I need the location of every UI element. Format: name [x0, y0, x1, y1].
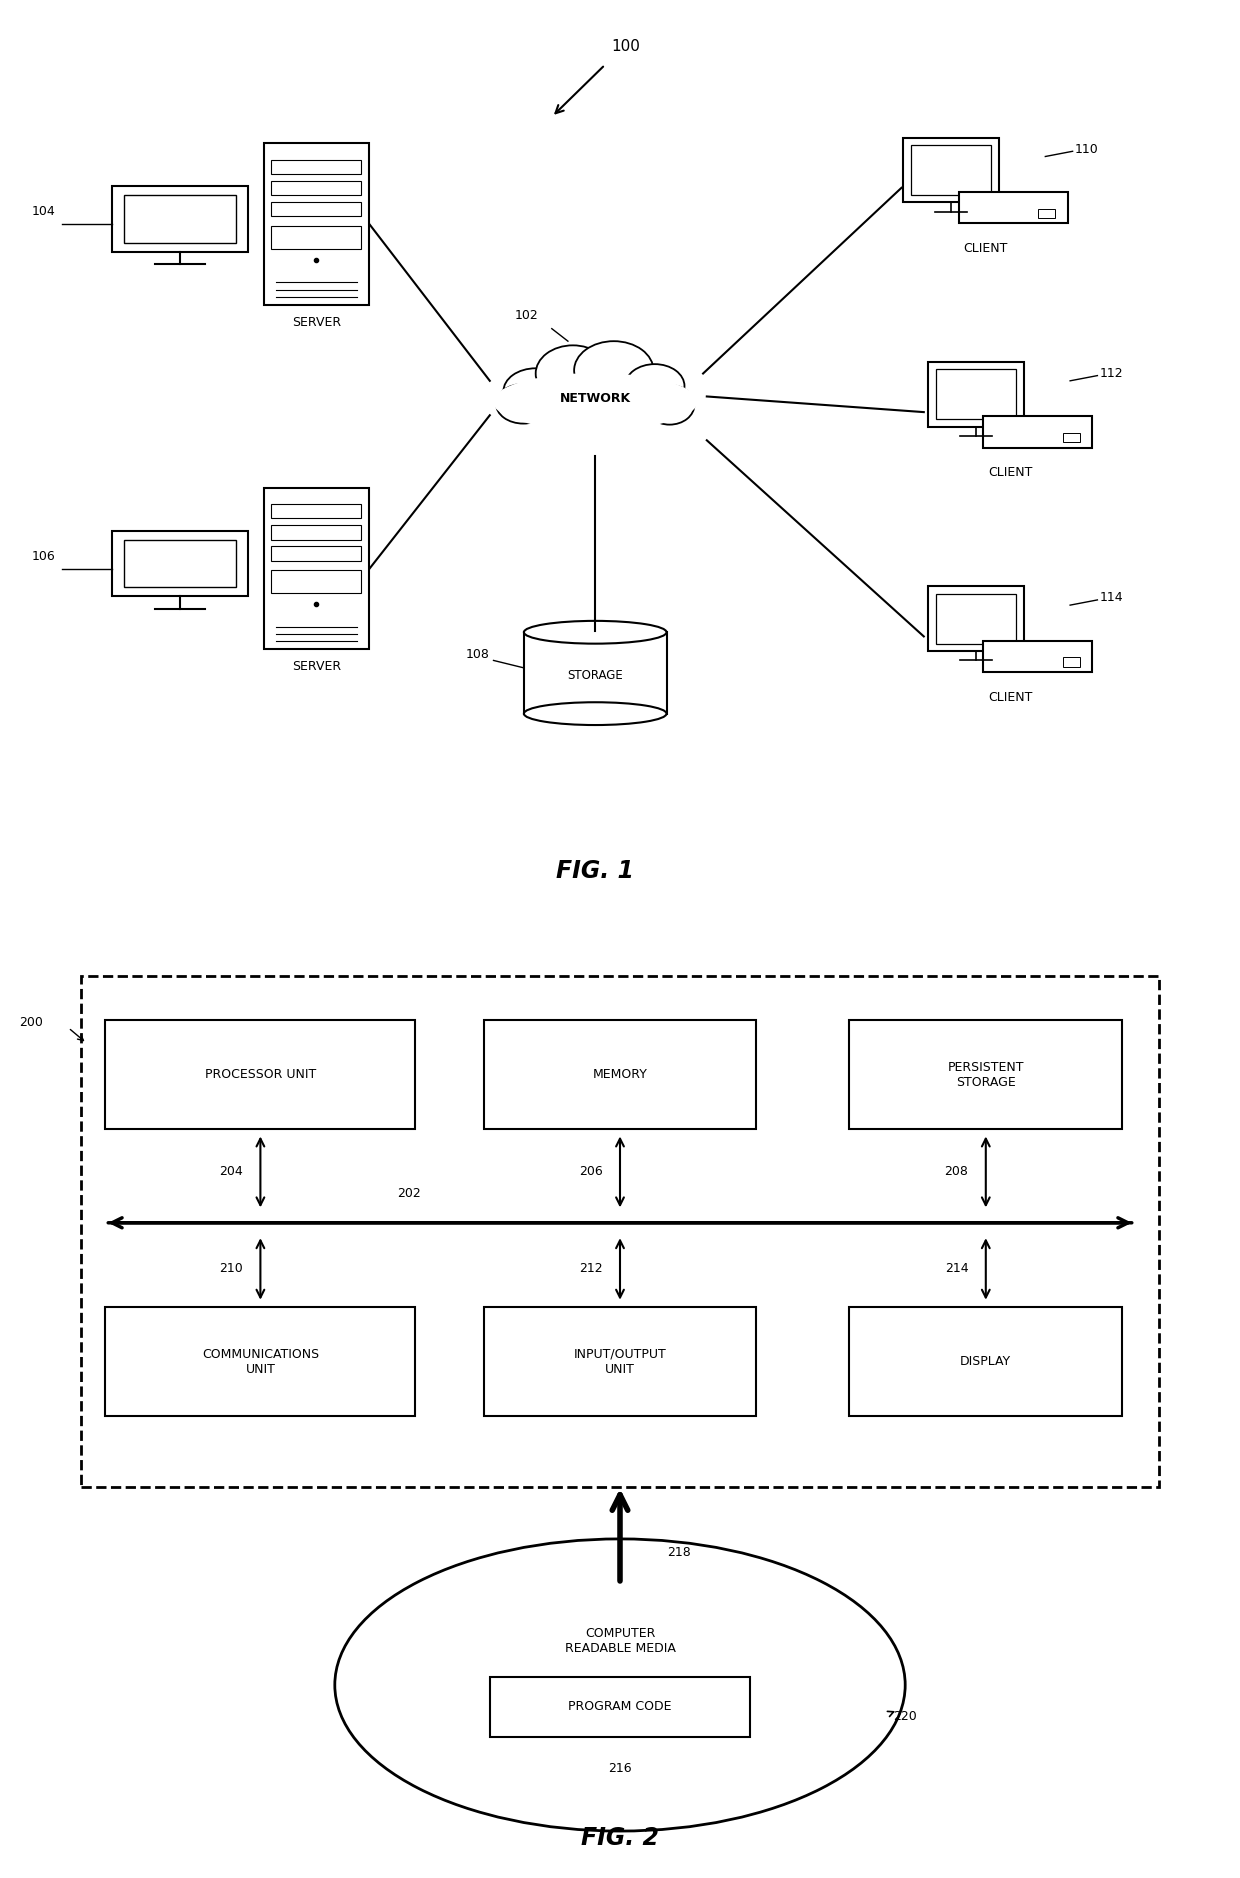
Ellipse shape	[496, 383, 551, 424]
Bar	[849, 1020, 1122, 1129]
Text: 206: 206	[579, 1166, 603, 1178]
Bar	[105, 1307, 415, 1416]
Ellipse shape	[335, 1538, 905, 1831]
Text: 102: 102	[515, 308, 539, 321]
Ellipse shape	[625, 364, 684, 408]
Bar	[270, 201, 362, 216]
Text: 208: 208	[945, 1166, 968, 1178]
Bar	[263, 488, 370, 650]
Bar	[1063, 657, 1080, 667]
Ellipse shape	[523, 622, 666, 644]
Bar	[263, 143, 370, 304]
Ellipse shape	[503, 368, 568, 415]
Text: 112: 112	[1100, 366, 1123, 379]
Bar	[270, 225, 362, 248]
Bar	[983, 417, 1092, 447]
Ellipse shape	[503, 368, 568, 415]
Text: DISPLAY: DISPLAY	[960, 1356, 1012, 1367]
Bar	[105, 1020, 415, 1129]
Bar	[928, 362, 1024, 426]
Text: 216: 216	[608, 1762, 632, 1775]
Text: PERSISTENT
STORAGE: PERSISTENT STORAGE	[947, 1061, 1024, 1089]
Bar	[911, 145, 991, 195]
Text: 110: 110	[1075, 143, 1099, 156]
Ellipse shape	[536, 346, 610, 402]
Bar	[112, 186, 248, 252]
Bar	[849, 1307, 1122, 1416]
Ellipse shape	[492, 374, 697, 430]
Bar	[270, 180, 362, 195]
Text: 114: 114	[1100, 592, 1123, 605]
Text: 100: 100	[611, 39, 641, 54]
Text: COMMUNICATIONS
UNIT: COMMUNICATIONS UNIT	[202, 1348, 319, 1375]
Text: 204: 204	[219, 1166, 243, 1178]
Text: 202: 202	[397, 1187, 422, 1200]
Text: SERVER: SERVER	[291, 316, 341, 329]
Text: CLIENT: CLIENT	[963, 242, 1008, 255]
Text: FIG. 2: FIG. 2	[582, 1825, 658, 1850]
Ellipse shape	[536, 346, 610, 402]
Ellipse shape	[625, 364, 684, 408]
Text: 214: 214	[945, 1262, 968, 1275]
Bar	[270, 526, 362, 539]
Bar	[124, 195, 236, 242]
Ellipse shape	[645, 385, 694, 424]
Text: 108: 108	[466, 648, 490, 661]
Bar	[484, 1307, 756, 1416]
Bar	[270, 160, 362, 175]
Bar	[112, 530, 248, 597]
Text: CLIENT: CLIENT	[988, 691, 1033, 704]
Bar	[936, 370, 1016, 419]
Bar	[928, 586, 1024, 652]
Text: 218: 218	[667, 1546, 691, 1559]
Text: 212: 212	[579, 1262, 603, 1275]
Text: 106: 106	[32, 550, 56, 563]
Ellipse shape	[645, 385, 694, 424]
Bar	[484, 1020, 756, 1129]
Text: SERVER: SERVER	[291, 659, 341, 672]
Bar	[903, 137, 999, 203]
Ellipse shape	[492, 374, 697, 430]
Bar	[983, 640, 1092, 672]
Text: COMPUTER
READABLE MEDIA: COMPUTER READABLE MEDIA	[564, 1626, 676, 1655]
Bar	[124, 539, 236, 588]
Text: STORAGE: STORAGE	[568, 669, 622, 682]
Bar	[1038, 208, 1055, 218]
Text: MEMORY: MEMORY	[593, 1069, 647, 1082]
Ellipse shape	[523, 702, 666, 725]
Bar	[270, 571, 362, 593]
Text: 104: 104	[32, 205, 56, 218]
Ellipse shape	[574, 342, 653, 400]
Ellipse shape	[496, 383, 551, 424]
Text: INPUT/OUTPUT
UNIT: INPUT/OUTPUT UNIT	[574, 1348, 666, 1375]
Bar	[270, 546, 362, 560]
Text: FIG. 1: FIG. 1	[557, 858, 634, 883]
Bar	[523, 633, 667, 714]
Text: 220: 220	[893, 1709, 916, 1722]
Text: NETWORK: NETWORK	[559, 393, 631, 406]
Bar	[959, 192, 1068, 223]
Text: PROCESSOR UNIT: PROCESSOR UNIT	[205, 1069, 316, 1082]
Bar	[1063, 434, 1080, 443]
Text: PROGRAM CODE: PROGRAM CODE	[568, 1700, 672, 1713]
Ellipse shape	[574, 342, 653, 400]
Bar	[270, 503, 362, 518]
Text: 210: 210	[219, 1262, 243, 1275]
Text: 200: 200	[20, 1016, 43, 1029]
Bar	[490, 1677, 750, 1737]
Bar	[936, 593, 1016, 644]
Text: CLIENT: CLIENT	[988, 466, 1033, 479]
Bar	[81, 975, 1159, 1487]
